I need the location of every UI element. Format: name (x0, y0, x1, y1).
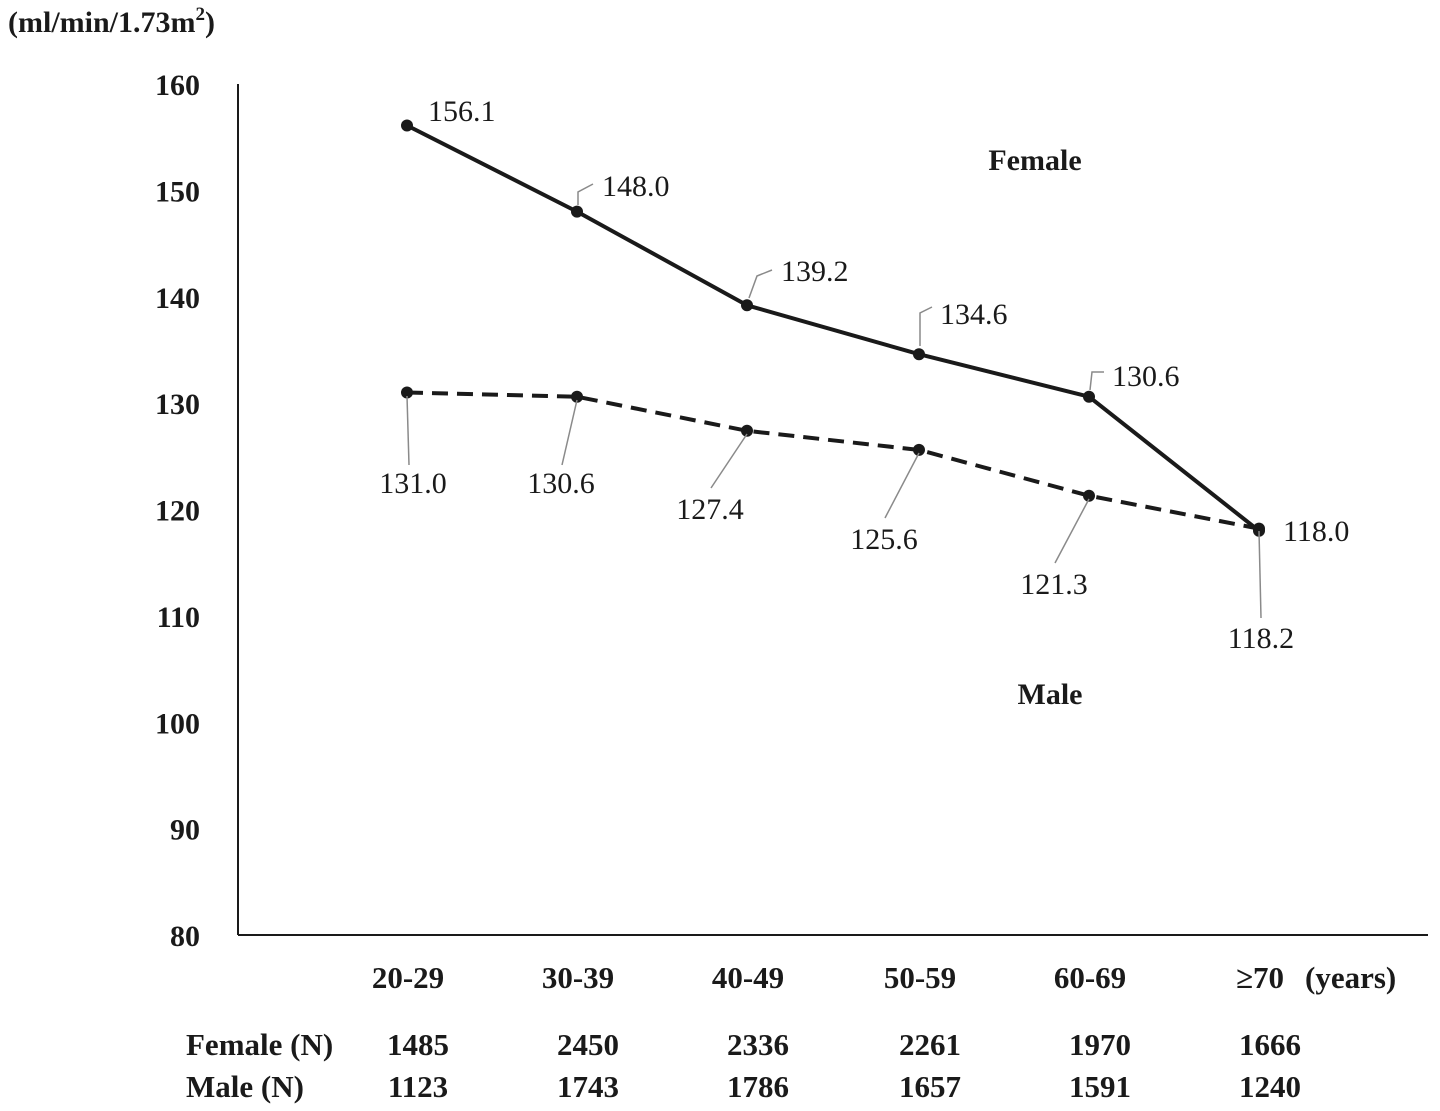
data-point-female (571, 205, 583, 218)
table-cell: 1786 (727, 1069, 789, 1104)
data-label-female: 134.6 (940, 298, 1008, 331)
y-tick-label: 150 (155, 175, 200, 208)
y-tick-label: 130 (155, 388, 200, 421)
data-point-female (913, 348, 925, 361)
table-cell: 1123 (388, 1069, 448, 1104)
data-point-male (741, 424, 753, 437)
data-label-female: 130.6 (1112, 360, 1180, 393)
counts-table: Female (N) 1485 2450 2336 2261 1970 1666 Male (… (186, 1027, 1301, 1104)
label-leader-line (1089, 371, 1104, 391)
label-leader-line (577, 183, 594, 205)
y-axis-title: (ml/min/1.73m2) (8, 4, 215, 39)
label-leader-line (1054, 498, 1090, 564)
table-row-label: Male (N) (186, 1069, 304, 1104)
label-leader-line (919, 306, 933, 346)
data-label-female: 118.0 (1283, 515, 1349, 548)
table-cell: 1743 (557, 1069, 619, 1104)
y-tick-label: 90 (170, 814, 200, 847)
data-point-male (1253, 522, 1265, 535)
series-name-male: Male (1018, 678, 1083, 711)
x-tick-label: 60-69 (1054, 960, 1126, 995)
y-axis-title-superscript: 2 (196, 4, 206, 25)
data-label-male: 127.4 (676, 493, 744, 526)
label-leader-line (884, 452, 920, 519)
data-point-female (1083, 390, 1095, 403)
table-cell: 2450 (557, 1027, 619, 1062)
data-point-male (401, 386, 413, 399)
series-line-male (406, 390, 1260, 531)
y-axis-title-close: ) (205, 6, 215, 39)
x-tick-label: 40-49 (712, 960, 784, 995)
y-tick-label: 160 (155, 69, 200, 102)
table-cell: 1970 (1069, 1027, 1131, 1062)
data-label-male: 130.6 (527, 467, 595, 500)
data-point-male (913, 443, 925, 456)
table-cell: 1485 (387, 1027, 449, 1062)
label-leader-line (710, 433, 748, 489)
table-cell: 1666 (1239, 1027, 1301, 1062)
table-cell: 1657 (899, 1069, 961, 1104)
data-point-male (571, 390, 583, 403)
data-label-female: 139.2 (781, 255, 849, 288)
table-row-label: Female (N) (186, 1027, 333, 1062)
y-tick-label: 120 (155, 495, 200, 528)
y-tick-label: 100 (155, 707, 200, 740)
data-label-male: 131.0 (379, 467, 447, 500)
data-point-female (741, 299, 753, 312)
data-label-female: 148.0 (602, 170, 670, 203)
data-label-male: 125.6 (850, 523, 918, 556)
data-label-male: 118.2 (1228, 622, 1294, 655)
data-label-female: 156.1 (428, 95, 496, 128)
x-tick-label: 20-29 (372, 960, 444, 995)
table-cell: 1591 (1069, 1069, 1131, 1104)
label-leader-line (561, 399, 578, 466)
axes: (ml/min/1.73m2) 80 90 100 110 120 130 140 150 160… (8, 4, 1428, 995)
y-tick-label: 140 (155, 282, 200, 315)
table-cell: 1240 (1239, 1069, 1301, 1104)
data-point-male (1083, 489, 1095, 502)
y-axis-title-main: (ml/min/1.73m (8, 6, 196, 39)
x-tick-label: ≥70 (1236, 960, 1284, 995)
data-labels: Female Male 156.1 148.0 139.2 134.6 130.6 118.0… (379, 95, 1349, 711)
y-tick-label: 80 (170, 920, 200, 953)
label-leader-line (406, 395, 410, 466)
series-lines (401, 119, 1265, 537)
label-leader-line (748, 269, 773, 299)
table-cell: 2261 (899, 1027, 961, 1062)
label-leader-line (1258, 530, 1262, 619)
table-cell: 2336 (727, 1027, 789, 1062)
data-label-male: 121.3 (1020, 568, 1088, 601)
x-tick-label: 30-39 (542, 960, 614, 995)
data-point-female (401, 119, 413, 132)
x-axis-unit: (years) (1305, 960, 1396, 995)
series-line-female (406, 123, 1261, 533)
series-name-female: Female (988, 144, 1081, 177)
x-tick-label: 50-59 (884, 960, 956, 995)
y-tick-label: 110 (157, 601, 200, 634)
